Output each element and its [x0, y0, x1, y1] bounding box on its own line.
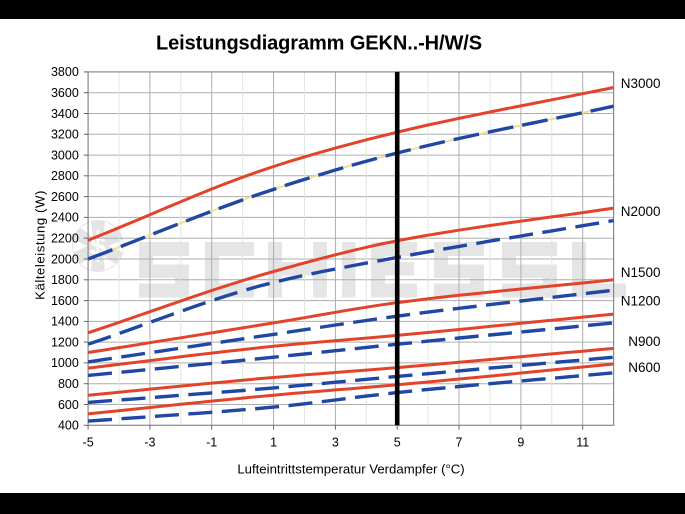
svg-text:1200: 1200	[51, 335, 79, 349]
svg-text:Lufteintrittstemperatur Verdam: Lufteintrittstemperatur Verdampfer (°C)	[237, 462, 464, 477]
svg-text:N600: N600	[628, 360, 660, 375]
svg-text:1000: 1000	[51, 356, 79, 370]
svg-text:Kälteleistung (W): Kälteleistung (W)	[33, 190, 48, 300]
svg-text:N3000: N3000	[621, 76, 661, 91]
svg-text:-5: -5	[83, 435, 94, 449]
svg-text:-3: -3	[144, 435, 155, 449]
svg-text:N900: N900	[628, 334, 660, 349]
svg-text:3800: 3800	[51, 65, 79, 79]
svg-text:400: 400	[58, 419, 79, 433]
svg-text:7: 7	[456, 435, 463, 449]
svg-text:1600: 1600	[51, 294, 79, 308]
svg-text:11: 11	[576, 435, 589, 449]
svg-text:Leistungsdiagramm GEKN..-H/W/S: Leistungsdiagramm GEKN..-H/W/S	[156, 33, 482, 55]
svg-text:2800: 2800	[51, 169, 79, 183]
svg-text:5: 5	[394, 435, 401, 449]
svg-text:3: 3	[332, 435, 339, 449]
svg-text:1800: 1800	[51, 273, 79, 287]
svg-text:2600: 2600	[51, 190, 79, 204]
svg-text:1: 1	[270, 435, 277, 449]
svg-text:3600: 3600	[51, 86, 79, 100]
svg-text:-1: -1	[206, 435, 217, 449]
svg-text:3200: 3200	[51, 128, 79, 142]
svg-text:3400: 3400	[51, 107, 79, 121]
svg-text:1400: 1400	[51, 315, 79, 329]
svg-text:3000: 3000	[51, 148, 79, 162]
svg-text:600: 600	[58, 398, 79, 412]
svg-text:N1200: N1200	[621, 294, 661, 309]
svg-text:2400: 2400	[51, 211, 79, 225]
svg-text:N1500: N1500	[621, 265, 661, 280]
svg-text:2000: 2000	[51, 252, 79, 266]
svg-text:9: 9	[517, 435, 524, 449]
svg-text:800: 800	[58, 377, 79, 391]
svg-text:2200: 2200	[51, 232, 79, 246]
svg-text:N2000: N2000	[621, 204, 661, 219]
